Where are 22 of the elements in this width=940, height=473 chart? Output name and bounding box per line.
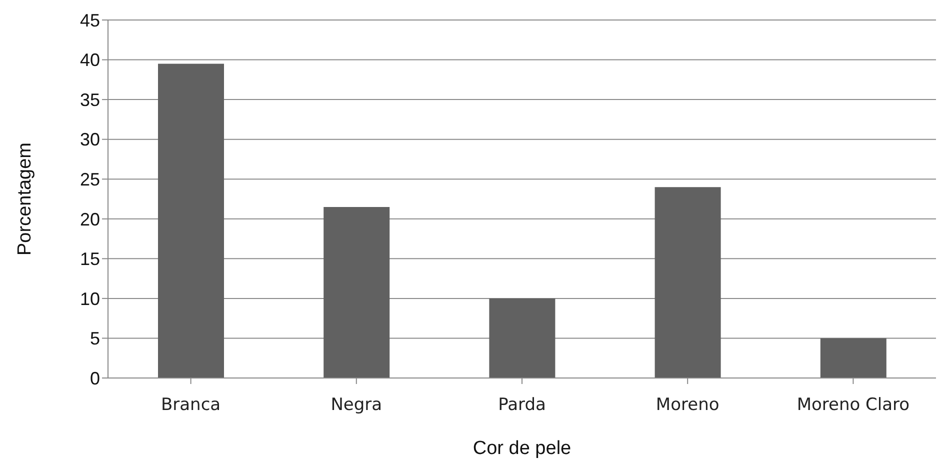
y-tick-label: 15 bbox=[80, 249, 100, 270]
y-tick-label: 20 bbox=[80, 209, 100, 230]
y-tick-label: 10 bbox=[80, 288, 100, 309]
bar bbox=[489, 298, 556, 378]
y-tick-label: 35 bbox=[80, 90, 100, 110]
y-tick-label: 0 bbox=[90, 368, 100, 388]
x-tick-label: Moreno bbox=[656, 395, 720, 416]
x-tick-label: Moreno Claro bbox=[796, 395, 910, 416]
bar bbox=[654, 187, 721, 378]
y-tick-label: 40 bbox=[80, 50, 100, 70]
x-tick-label: Branca bbox=[160, 395, 221, 416]
y-axis-title: Porcentagem bbox=[14, 142, 36, 256]
x-axis-title: Cor de pele bbox=[472, 438, 572, 459]
y-tick-label: 30 bbox=[80, 130, 100, 150]
bar bbox=[820, 338, 886, 378]
y-tick-label: 45 bbox=[80, 10, 100, 30]
x-tick-label: Negra bbox=[330, 395, 382, 416]
x-tick-label: Parda bbox=[498, 395, 546, 416]
bar bbox=[324, 206, 390, 378]
y-tick-label: 25 bbox=[80, 170, 100, 190]
bar bbox=[158, 64, 224, 378]
y-tick-label: 5 bbox=[90, 328, 100, 349]
